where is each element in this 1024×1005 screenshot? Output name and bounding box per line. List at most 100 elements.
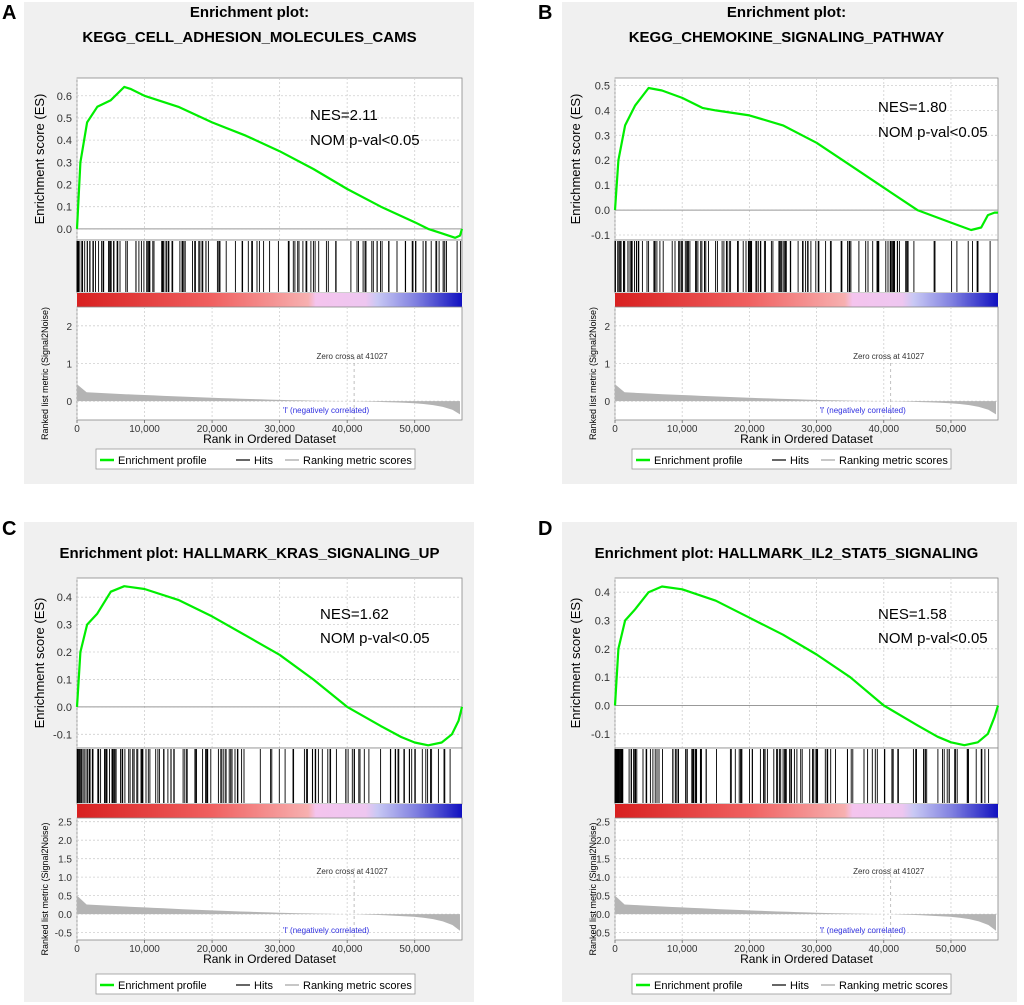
pval-label: NOM p-val<0.05 <box>320 630 430 647</box>
ranking-metric-area <box>615 895 996 931</box>
metric-ytick-label: 0.5 <box>58 892 72 903</box>
es-plot-area <box>76 577 463 749</box>
chart-title-line2: KEGG_CHEMOKINE_SIGNALING_PATHWAY <box>629 29 945 46</box>
metric-ytick-label: 0 <box>66 397 72 408</box>
xtick-label: 30,000 <box>801 424 832 435</box>
metric-ytick-label: 0.0 <box>58 910 72 921</box>
negative-correlation-label: 'l' (negatively correlated) <box>820 926 907 935</box>
es-ytick-label: -0.1 <box>591 230 610 242</box>
es-ytick-label: 0.1 <box>57 674 72 686</box>
chart-title-line1: Enrichment plot: <box>727 4 846 21</box>
legend-hits-label: Hits <box>254 455 273 467</box>
metric-ytick-label: -0.5 <box>593 929 611 940</box>
panel-a: A Enrichment plot: KEGG_CELL_ADHESION_MOL… <box>0 0 512 502</box>
ranking-heat-bar <box>77 804 462 818</box>
es-ytick-label: 0.0 <box>595 205 610 217</box>
panel-b: B Enrichment plot: KEGG_CHEMOKINE_SIGNALI… <box>512 0 1024 502</box>
ranking-heat-bar <box>615 804 998 818</box>
xtick-label: 0 <box>74 944 80 955</box>
xtick-label: 50,000 <box>399 944 430 955</box>
legend-hits-label: Hits <box>790 455 809 467</box>
xtick-label: 20,000 <box>734 424 765 435</box>
negative-correlation-label: 'l' (negatively correlated) <box>283 406 370 415</box>
xtick-label: 30,000 <box>264 944 295 955</box>
metric-ytick-label: 2 <box>604 322 610 333</box>
zero-cross-label: Zero cross at 41027 <box>853 867 925 876</box>
metric-ytick-label: 1 <box>604 360 610 371</box>
xtick-label: 10,000 <box>667 424 698 435</box>
es-ytick-label: -0.1 <box>53 729 72 741</box>
ranking-heat-bar <box>77 293 462 307</box>
es-ytick-label: 0.2 <box>595 644 610 656</box>
legend-metric-label: Ranking metric scores <box>839 980 948 992</box>
es-ytick-label: 0.1 <box>595 672 610 684</box>
chart-title: Enrichment plot: HALLMARK_KRAS_SIGNALING… <box>59 545 439 562</box>
xtick-label: 10,000 <box>129 424 160 435</box>
es-ytick-label: 0.0 <box>595 701 610 713</box>
es-ytick-label: 0.1 <box>57 202 72 214</box>
nes-label: NES=1.80 <box>878 99 947 116</box>
es-ytick-label: 0.3 <box>595 130 610 142</box>
xtick-label: 0 <box>612 944 618 955</box>
xtick-label: 10,000 <box>129 944 160 955</box>
pval-label: NOM p-val<0.05 <box>878 124 988 141</box>
es-ytick-label: 0.3 <box>57 157 72 169</box>
xtick-label: 20,000 <box>734 944 765 955</box>
metric-ytick-label: 2.0 <box>58 836 72 847</box>
es-axis-label: Enrichment score (ES) <box>32 598 47 729</box>
chart-title: Enrichment plot: HALLMARK_IL2_STAT5_SIGN… <box>595 545 979 562</box>
xtick-label: 40,000 <box>332 944 363 955</box>
nes-label: NES=2.11 <box>310 107 378 124</box>
legend-hits-label: Hits <box>254 980 273 992</box>
ranking-metric-area <box>77 384 460 415</box>
metric-axis-label: Ranked list metric (Signal2Noise) <box>40 822 50 955</box>
es-ytick-label: 0.5 <box>57 113 72 125</box>
metric-ytick-label: -0.5 <box>55 929 73 940</box>
legend-box <box>95 448 416 470</box>
panel-c: C Enrichment plot: HALLMARK_KRAS_SIGNALI… <box>0 502 512 1004</box>
legend-box <box>631 448 952 470</box>
es-plot-area <box>76 77 463 241</box>
zero-cross-label: Zero cross at 41027 <box>317 867 389 876</box>
xtick-label: 50,000 <box>936 424 967 435</box>
pval-label: NOM p-val<0.05 <box>878 630 988 647</box>
xtick-label: 20,000 <box>197 944 228 955</box>
x-axis-label: Rank in Ordered Dataset <box>740 952 873 966</box>
enrichment-profile-line <box>613 585 1000 747</box>
es-ytick-label: 0.2 <box>57 180 72 192</box>
es-ytick-label: 0.4 <box>57 592 72 604</box>
enrichment-profile-line <box>613 86 998 232</box>
xtick-label: 40,000 <box>868 944 899 955</box>
legend-profile-label: Enrichment profile <box>118 980 207 992</box>
metric-ytick-label: 2 <box>66 322 72 333</box>
nes-label: NES=1.58 <box>878 606 947 623</box>
legend-metric-label: Ranking metric scores <box>303 455 412 467</box>
es-ytick-label: 0.2 <box>57 647 72 659</box>
es-plot-area <box>614 77 999 241</box>
metric-axis-label: Ranked list metric (Signal2Noise) <box>588 822 598 955</box>
nes-label: NES=1.62 <box>320 606 389 623</box>
legend-box <box>631 973 952 995</box>
es-ytick-label: 0.5 <box>595 80 610 92</box>
pval-label: NOM p-val<0.05 <box>310 132 420 149</box>
es-ytick-label: 0.3 <box>57 620 72 632</box>
ranking-metric-area <box>77 895 460 931</box>
es-ytick-label: 0.2 <box>595 155 610 167</box>
panel-letter: D <box>538 518 553 540</box>
enrichment-chart-b: Enrichment plot: KEGG_CHEMOKINE_SIGNALING… <box>568 4 999 470</box>
metric-ytick-label: 1 <box>66 360 72 371</box>
negative-correlation-label: 'l' (negatively correlated) <box>820 406 907 415</box>
chart-title-line1: Enrichment plot: <box>190 4 309 21</box>
xtick-label: 30,000 <box>801 944 832 955</box>
es-ytick-label: 0.0 <box>57 702 72 714</box>
ranking-heat-bar <box>615 293 998 307</box>
metric-plot-area <box>76 817 463 941</box>
xtick-label: 0 <box>612 424 618 435</box>
panel-d: D Enrichment plot: HALLMARK_IL2_STAT5_SI… <box>512 502 1024 1004</box>
es-ytick-label: 0.3 <box>595 616 610 628</box>
xtick-label: 50,000 <box>936 944 967 955</box>
metric-axis-label: Ranked list metric (Signal2Noise) <box>588 307 598 440</box>
ranking-metric-area <box>615 384 996 415</box>
metric-ytick-label: 2.0 <box>596 836 610 847</box>
xtick-label: 10,000 <box>667 944 698 955</box>
